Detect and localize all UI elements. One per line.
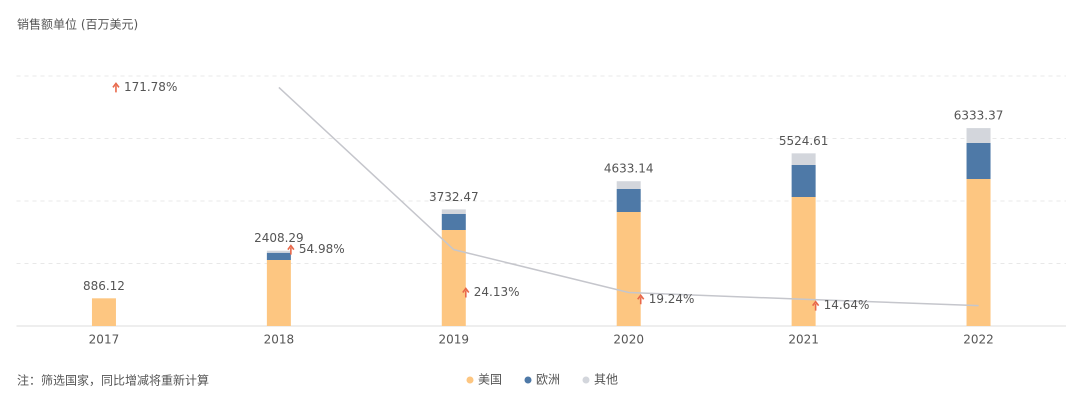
total-label: 4633.14 xyxy=(604,162,654,176)
footnote: 注：筛选国家，同比增减将重新计算 xyxy=(17,373,209,388)
x-tick-label: 2019 xyxy=(439,333,470,347)
growth-line xyxy=(278,86,979,307)
legend-label: 美国 xyxy=(478,373,502,387)
bar-segment xyxy=(441,230,466,326)
legend-swatch xyxy=(524,376,532,384)
bar-segment xyxy=(441,209,466,214)
growth-label: 19.24% xyxy=(649,292,695,306)
legend-swatch xyxy=(582,376,590,384)
x-tick-label: 2018 xyxy=(264,333,295,347)
total-label: 6333.37 xyxy=(954,109,1004,123)
legend-label: 其他 xyxy=(594,373,618,387)
chart-title: 销售额单位 (百万美元) xyxy=(17,17,138,32)
up-arrow xyxy=(287,244,295,255)
bar-segment xyxy=(791,197,816,326)
bar-segment xyxy=(966,179,991,326)
bar-segment xyxy=(441,214,466,230)
total-label: 886.12 xyxy=(83,279,125,293)
up-arrow xyxy=(637,293,645,305)
x-tick-label: 2017 xyxy=(89,333,120,347)
up-arrow xyxy=(811,300,820,311)
bar-segment xyxy=(966,128,991,143)
growth-label: 14.64% xyxy=(824,298,870,312)
growth-label: 171.78% xyxy=(124,80,177,94)
bar-segment xyxy=(966,143,991,179)
bar-segment xyxy=(616,181,641,189)
bar-segment xyxy=(616,189,641,212)
bar-segment xyxy=(266,252,291,260)
bar-segment xyxy=(791,165,816,197)
bar-segment xyxy=(791,153,816,165)
growth-label: 24.13% xyxy=(474,285,520,299)
bar-segment xyxy=(91,298,116,326)
total-label: 3732.47 xyxy=(429,190,479,204)
x-tick-label: 2021 xyxy=(788,333,819,347)
bar-segment xyxy=(266,250,291,253)
legend-swatch xyxy=(466,376,474,384)
bar-segment xyxy=(616,212,641,326)
up-arrow xyxy=(112,82,120,93)
up-arrow xyxy=(462,287,470,298)
x-tick-label: 2022 xyxy=(963,333,994,347)
total-label: 2408.29 xyxy=(254,231,304,245)
total-label: 5524.61 xyxy=(779,134,829,148)
bar-segment xyxy=(266,260,291,326)
legend-label: 欧洲 xyxy=(536,373,560,387)
x-tick-label: 2020 xyxy=(613,333,644,347)
growth-label: 54.98% xyxy=(299,242,345,256)
